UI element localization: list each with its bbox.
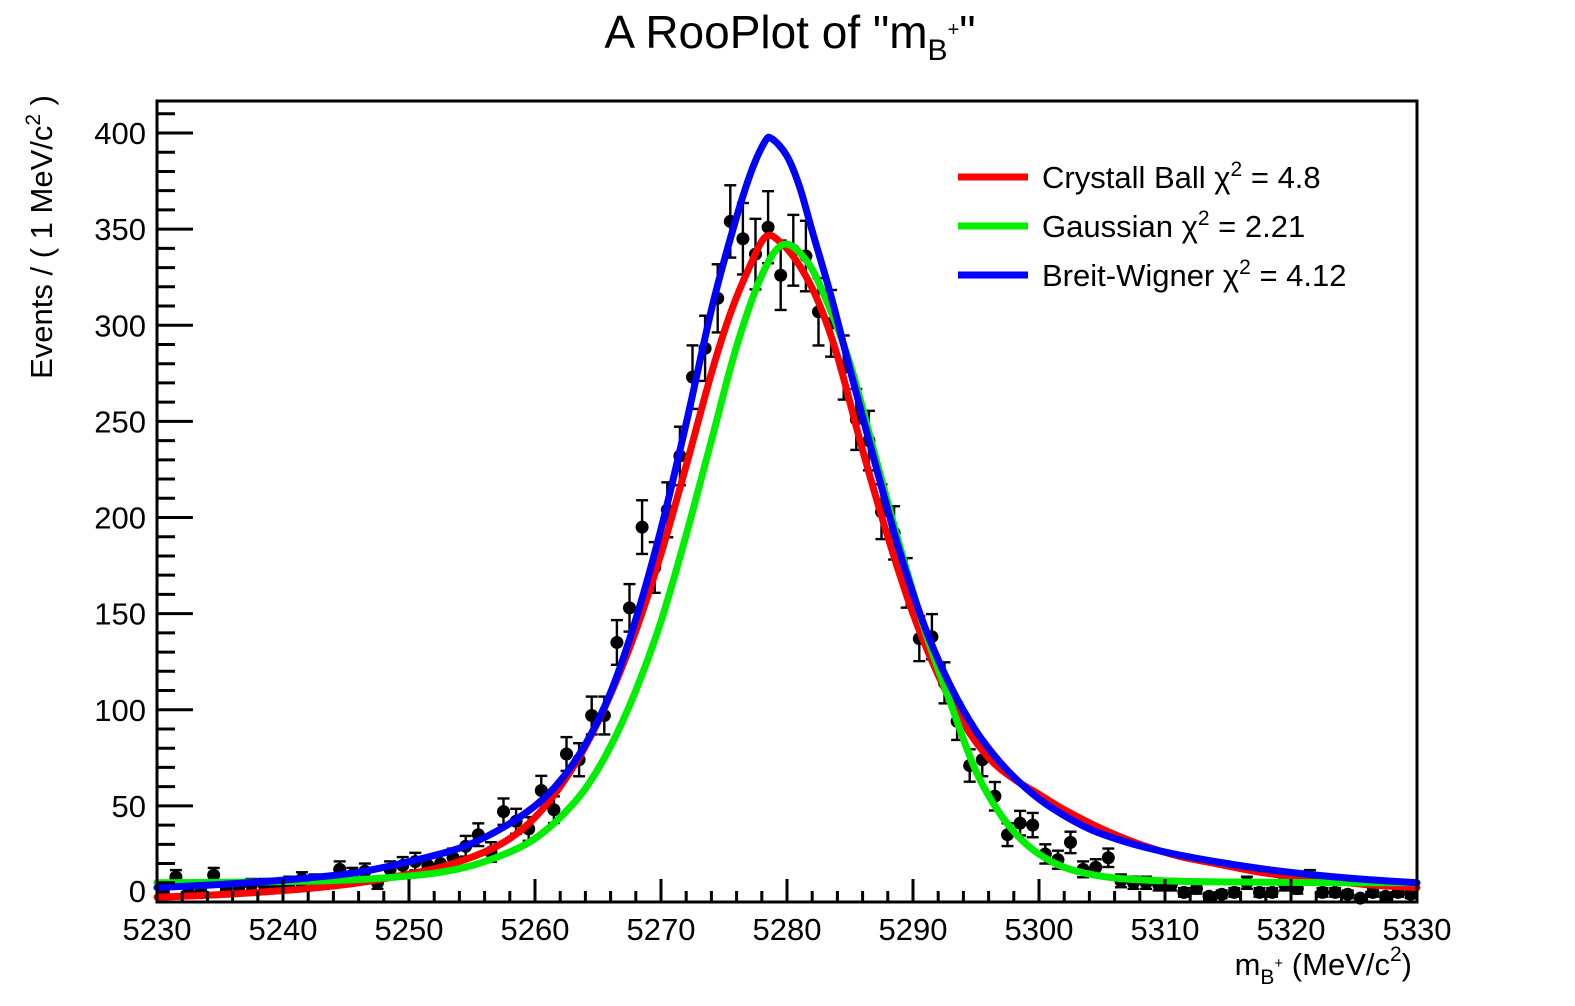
- y-tick-label: 300: [94, 308, 146, 343]
- y-tick-label: 200: [94, 501, 146, 536]
- x-tick-label: 5280: [753, 912, 822, 947]
- data-point: [1215, 887, 1229, 901]
- x-tick-label: 5270: [627, 912, 696, 947]
- x-axis-label: mB+ (MeV/c2): [1235, 943, 1412, 989]
- data-marker: [585, 709, 599, 723]
- fit-curve-breit-wigner: [153, 133, 1421, 892]
- x-tick-label: 5230: [123, 912, 192, 947]
- data-point: [1190, 882, 1203, 896]
- legend-item: Gaussian χ2 = 2.21: [958, 207, 1305, 244]
- data-marker: [1026, 818, 1040, 832]
- x-tick-label: 5260: [501, 912, 570, 947]
- data-point: [1064, 830, 1077, 855]
- data-marker: [1253, 885, 1266, 899]
- data-point: [1202, 889, 1216, 903]
- data-point: [635, 499, 649, 556]
- legend: Crystall Ball χ2 = 4.8 Gaussian χ2 = 2.21…: [958, 158, 1347, 293]
- data-marker: [547, 803, 561, 817]
- x-axis: [155, 879, 1419, 902]
- x-tick-label: 5310: [1131, 912, 1200, 947]
- y-tick-label: 400: [94, 116, 146, 151]
- data-marker: [610, 635, 624, 649]
- fit-curve-gaussian: [153, 240, 1421, 887]
- legend-item: Breit-Wigner χ2 = 4.12: [958, 256, 1347, 293]
- data-point: [1227, 885, 1241, 899]
- data-point: [774, 239, 788, 312]
- data-point: [1177, 885, 1191, 899]
- page-title: A RooPlot of "mB+": [604, 6, 975, 67]
- data-marker: [207, 868, 221, 882]
- data-point: [1265, 885, 1279, 899]
- x-tick-label: 5330: [1383, 912, 1452, 947]
- data-point: [1379, 889, 1392, 903]
- data-marker: [1227, 885, 1241, 899]
- data-point: [1253, 885, 1266, 899]
- data-marker: [1215, 887, 1229, 901]
- data-marker: [1190, 882, 1203, 896]
- data-marker: [497, 805, 510, 819]
- x-tick-label: 5290: [879, 912, 948, 947]
- data-point: [610, 618, 624, 666]
- data-marker: [1404, 887, 1418, 901]
- y-tick-label: 0: [129, 874, 146, 909]
- data-point: [1101, 847, 1115, 869]
- data-marker: [1366, 885, 1380, 899]
- data-marker: [1328, 885, 1342, 899]
- data-point: [1328, 885, 1342, 899]
- data-marker: [1089, 860, 1103, 874]
- data-marker: [1177, 885, 1191, 899]
- data-marker: [1064, 835, 1077, 849]
- y-tick-label: 50: [112, 789, 146, 824]
- data-marker: [1265, 885, 1279, 899]
- y-tick-label: 150: [94, 597, 146, 632]
- data-marker: [1202, 889, 1216, 903]
- data-marker: [774, 268, 788, 282]
- x-tick-label: 5320: [1257, 912, 1326, 947]
- data-marker: [1013, 816, 1027, 830]
- data-marker: [623, 601, 636, 615]
- y-tick-label: 350: [94, 212, 146, 247]
- data-marker: [1341, 887, 1355, 901]
- x-tick-label: 5250: [375, 912, 444, 947]
- legend-item: Crystall Ball χ2 = 4.8: [958, 158, 1321, 195]
- data-marker: [1101, 851, 1115, 865]
- y-axis-label: Events / ( 1 MeV/c2 ): [22, 95, 59, 379]
- x-tick-label: 5240: [249, 912, 318, 947]
- data-marker: [560, 747, 573, 761]
- data-marker: [761, 220, 775, 234]
- x-tick-label: 5300: [1005, 912, 1074, 947]
- data-point: [1341, 887, 1355, 901]
- y-tick-label: 100: [94, 693, 146, 728]
- data-marker: [1379, 889, 1392, 903]
- data-marker: [1316, 885, 1329, 899]
- data-point: [1026, 811, 1040, 839]
- y-tick-label: 250: [94, 404, 146, 439]
- y-axis: [157, 112, 193, 904]
- legend-label: Crystall Ball χ2 = 4.8: [1042, 158, 1321, 195]
- legend-label: Breit-Wigner χ2 = 4.12: [1042, 256, 1347, 293]
- data-marker: [736, 232, 750, 246]
- legend-label: Gaussian χ2 = 2.21: [1042, 207, 1305, 244]
- data-point: [1316, 885, 1329, 899]
- data-point: [560, 735, 573, 773]
- data-marker: [635, 520, 649, 534]
